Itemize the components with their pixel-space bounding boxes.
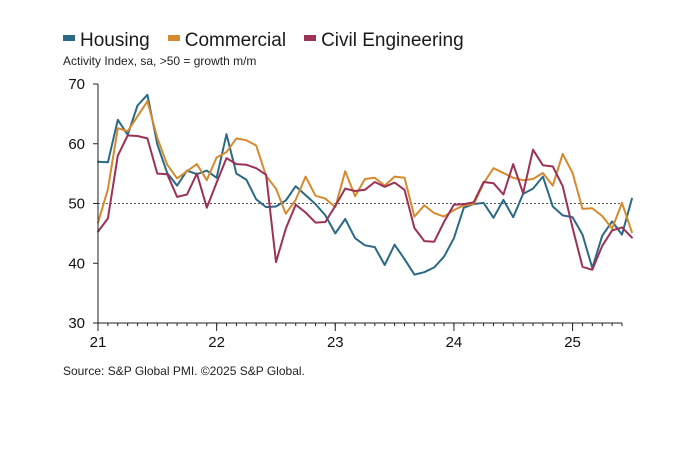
x-tick-label: 21	[90, 334, 107, 351]
y-tick-label: 30	[68, 315, 85, 332]
legend-label-civil: Civil Engineering	[321, 30, 464, 51]
legend-item-civil: Civil Engineering	[304, 30, 464, 52]
legend-item-housing: Housing	[63, 30, 150, 52]
source-note: Source: S&P Global PMI. ©2025 S&P Global…	[63, 364, 305, 378]
x-tick-label: 25	[564, 334, 581, 351]
series-line-civil	[97, 134, 633, 271]
y-tick-label: 60	[68, 136, 85, 153]
y-tick-label: 70	[68, 76, 85, 93]
series-line-commercial	[97, 100, 633, 234]
y-tick-label: 40	[68, 255, 85, 272]
y-tick-label: 50	[68, 196, 85, 213]
civil-swatch-icon	[304, 35, 317, 41]
legend-item-commercial: Commercial	[167, 30, 287, 52]
series-layer	[97, 93, 633, 276]
x-tick-label: 22	[208, 334, 225, 351]
x-tick-label: 24	[446, 334, 463, 351]
legend-label-commercial: Commercial	[184, 30, 287, 51]
x-tick-label: 23	[327, 334, 344, 351]
housing-swatch-icon	[63, 35, 75, 41]
axis-layer: 30 40 50 60 70 21 22 23 24 25	[68, 76, 623, 351]
legend: Housing Commercial Civil Engineering	[63, 30, 464, 52]
commercial-swatch-icon	[167, 35, 180, 41]
legend-label-housing: Housing	[80, 30, 150, 51]
chart-subtitle: Activity Index, sa, >50 = growth m/m	[63, 54, 257, 68]
